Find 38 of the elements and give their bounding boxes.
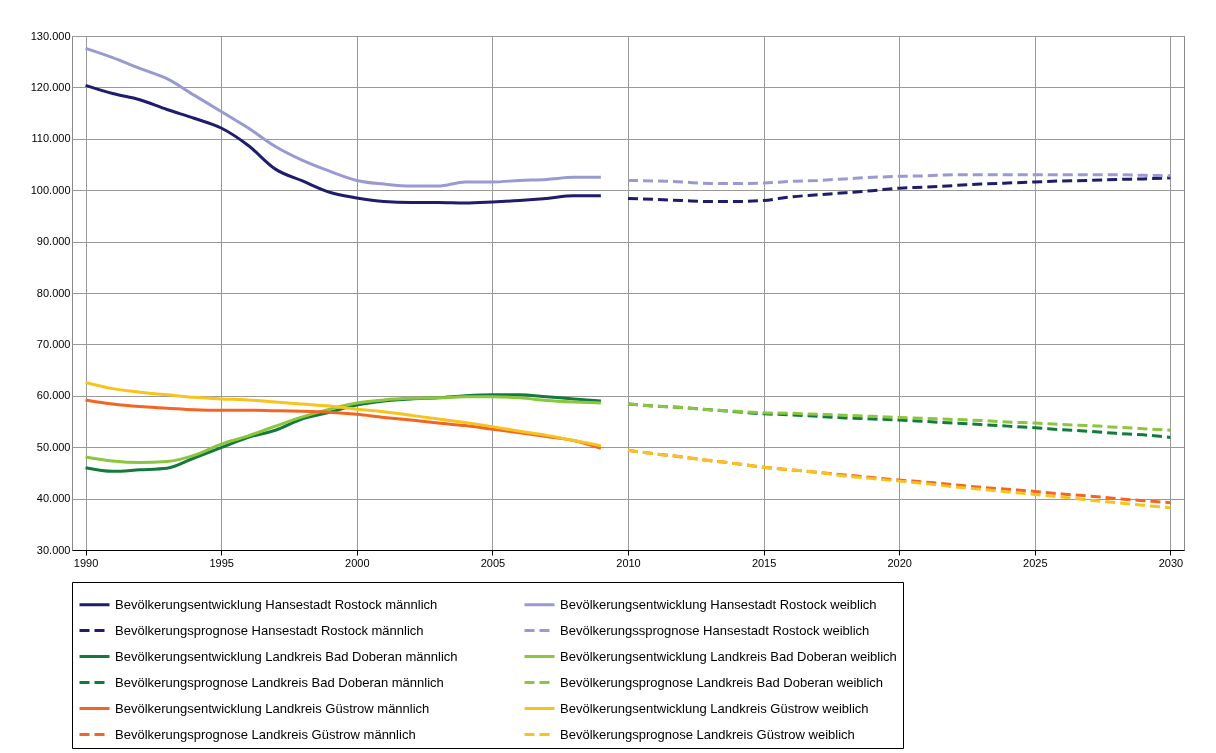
line-series	[626, 176, 1172, 204]
line-series	[626, 402, 1172, 432]
legend-label: Bevölkerungsprognose Hansestadt Rostock männlich	[115, 622, 424, 638]
x-tick-label: 2025	[1023, 556, 1048, 569]
x-tick-label: 2010	[616, 556, 641, 569]
line-series	[84, 380, 603, 448]
x-tick-label: 2005	[480, 556, 506, 569]
legend-label: Bevölkerungssprognose Hansestadt Rostock weiblich	[560, 622, 870, 638]
y-tick-label: 80.000	[36, 286, 71, 299]
legend-label: Bevölkerungsprognose Landkreis Güstrow männlich	[115, 726, 416, 742]
line-series	[626, 173, 1172, 186]
legend-label: Bevölkerungsprognose Landkreis Bad Doberan weiblich	[560, 674, 884, 690]
legend-label: Bevölkerungsentwicklung Landkreis Güstrow männlich	[115, 700, 430, 716]
x-tick-label: 2000	[345, 556, 370, 569]
legend-label: Bevölkerungsentwicklung Landkreis Güstrow weiblich	[560, 700, 869, 716]
y-tick-label: 100.000	[30, 183, 71, 196]
legend-label: Bevölkerungsentwicklung Hansestadt Rostock männlich	[115, 596, 438, 612]
legend-label: Bevölkerungsentwicklung Landkreis Bad Doberan weiblich	[560, 648, 897, 664]
y-tick-label: 50.000	[36, 440, 71, 453]
y-tick-label: 130.000	[30, 29, 71, 42]
y-tick-label: 110.000	[31, 132, 71, 145]
y-tick-label: 120.000	[30, 80, 71, 93]
x-tick-label: 2015	[751, 556, 777, 569]
x-tick-label: 2030	[1158, 556, 1184, 569]
x-tick-label: 2020	[887, 556, 912, 569]
legend-label: Bevölkerungsprognose Landkreis Güstrow weiblich	[560, 726, 855, 742]
legend-label: Bevölkerungsentwicklung Hansestadt Rostock weiblich	[560, 596, 877, 612]
legend-label: Bevölkerungsprognose Landkreis Bad Doberan männlich	[115, 674, 444, 690]
line-series	[84, 46, 603, 188]
y-tick-label: 30.000	[36, 543, 71, 556]
x-tick-label: 1990	[73, 556, 99, 569]
y-tick-label: 60.000	[36, 389, 71, 402]
y-tick-label: 40.000	[36, 492, 71, 505]
y-tick-label: 70.000	[36, 337, 71, 350]
line-series	[84, 83, 603, 205]
x-tick-label: 1995	[209, 556, 234, 569]
y-tick-label: 90.000	[36, 235, 71, 248]
legend-label: Bevölkerungsentwicklung Landkreis Bad Doberan männlich	[115, 648, 458, 664]
